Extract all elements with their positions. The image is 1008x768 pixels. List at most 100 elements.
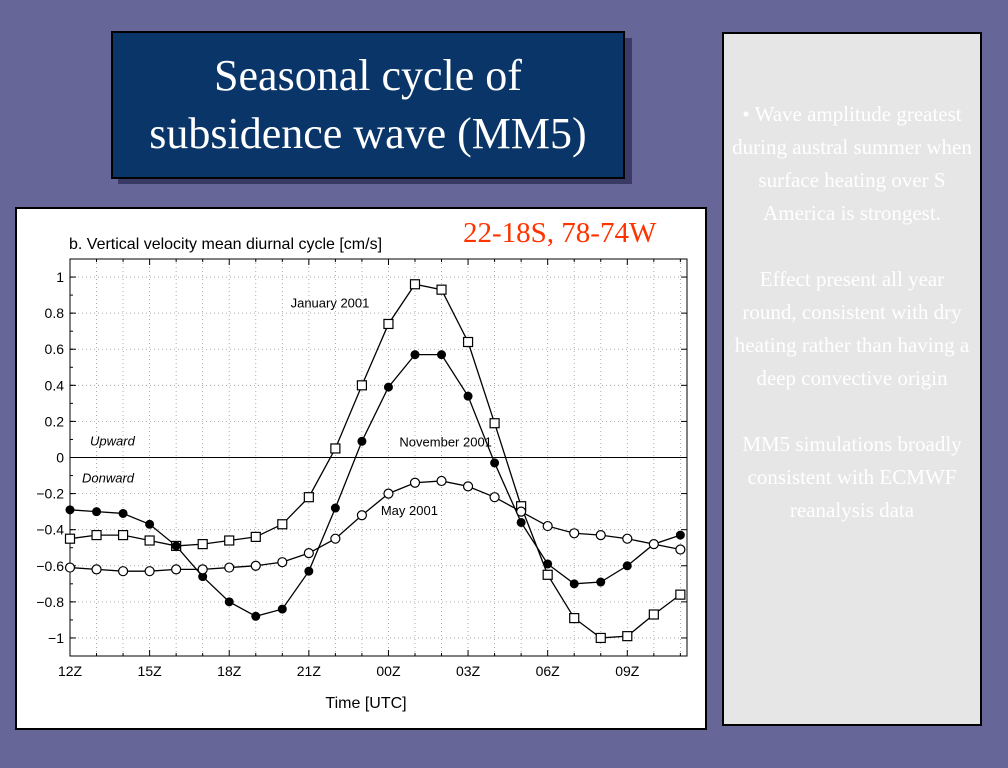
data-point-square — [277, 519, 288, 530]
data-point-square — [224, 535, 235, 546]
data-point-square — [595, 632, 606, 644]
note-bullet-1: • Wave amplitude greatest during austral… — [732, 102, 972, 225]
data-point-square — [542, 569, 553, 580]
region-label: 22-18S, 78-74W — [463, 217, 657, 249]
note-bullet-3: MM5 simulations broadly consistent with … — [742, 432, 962, 522]
data-point-open — [516, 506, 527, 517]
data-point-filled — [251, 611, 261, 621]
data-point-square — [383, 318, 394, 330]
data-point-square — [197, 539, 208, 550]
data-point-open — [64, 562, 76, 573]
y-tick-label: −0.2 — [36, 486, 64, 502]
data-point-filled — [437, 350, 447, 360]
data-point-open — [117, 566, 129, 577]
data-point-open — [356, 510, 368, 521]
notes-panel: • Wave amplitude greatest during austral… — [722, 32, 982, 726]
data-point-square — [462, 336, 474, 348]
x-tick-label: 21Z — [297, 663, 322, 679]
series-label: November 2001 — [399, 434, 492, 449]
data-point-filled — [543, 559, 553, 569]
y-tick-label: −0.8 — [36, 594, 64, 610]
data-point-filled — [516, 517, 526, 527]
data-point-open — [489, 492, 500, 503]
data-point-square — [91, 529, 102, 541]
data-point-filled — [383, 382, 393, 392]
data-point-open — [595, 529, 606, 541]
y-tick-label: 0.4 — [45, 377, 65, 393]
y-tick-label: 0.6 — [45, 341, 65, 357]
data-point-open — [462, 481, 474, 492]
data-point-open — [250, 560, 261, 571]
data-point-open — [383, 488, 394, 499]
data-point-filled — [622, 561, 632, 571]
data-point-open — [542, 520, 553, 532]
chart-svg: b. Vertical velocity mean diurnal cycle … — [36, 236, 688, 712]
data-point-open — [91, 564, 102, 575]
upward-annotation: Upward — [90, 434, 136, 449]
data-point-open — [409, 477, 421, 488]
data-point-filled — [490, 458, 500, 468]
data-point-square — [144, 535, 155, 546]
series-line — [69, 480, 681, 572]
chart-panel: b. Vertical velocity mean diurnal cycle … — [15, 207, 707, 730]
data-point-square — [436, 284, 447, 295]
x-tick-label: 12Z — [58, 663, 83, 679]
data-point-filled — [569, 579, 579, 589]
data-point-filled — [171, 541, 181, 551]
data-point-open — [303, 548, 314, 559]
data-point-open — [224, 562, 235, 573]
series-layer: January 2001 November 2001 May 2001 — [64, 279, 686, 644]
y-tick-label: −1 — [48, 630, 64, 646]
data-point-square — [489, 418, 500, 429]
data-point-filled — [224, 597, 234, 607]
y-tick-label: 0.2 — [45, 413, 65, 429]
data-point-square — [648, 609, 659, 620]
series-label: January 2001 — [291, 295, 370, 310]
data-point-filled — [92, 507, 102, 517]
data-point-open — [330, 533, 341, 544]
data-point-filled — [596, 577, 606, 587]
x-tick-label: 00Z — [376, 663, 401, 679]
data-point-filled — [410, 350, 420, 360]
x-tick-label: 03Z — [456, 663, 481, 679]
data-point-open — [675, 544, 686, 555]
data-point-open — [171, 564, 182, 575]
y-tick-label: −0.4 — [36, 522, 64, 538]
data-point-square — [303, 492, 314, 503]
chart-title: b. Vertical velocity mean diurnal cycle … — [69, 236, 382, 253]
x-axis-label: Time [UTC] — [325, 695, 406, 712]
data-point-square — [117, 529, 129, 541]
title-line-2: subsidence wave (MM5) — [149, 109, 587, 158]
x-tick-label: 15Z — [138, 663, 163, 679]
title-line-1: Seasonal cycle of — [214, 51, 522, 100]
data-point-open — [197, 564, 208, 575]
note-bullet-2: Effect present all year round, consisten… — [734, 267, 970, 390]
data-point-open — [436, 475, 447, 487]
data-point-square — [569, 613, 580, 624]
data-point-square — [250, 531, 261, 542]
series-line — [69, 283, 681, 639]
data-point-open — [277, 557, 288, 568]
series-line — [69, 353, 681, 617]
series-label: May 2001 — [381, 503, 438, 518]
data-point-filled — [304, 566, 314, 576]
data-point-square — [356, 380, 368, 391]
x-tick-label: 09Z — [615, 663, 640, 679]
data-point-open — [622, 533, 633, 544]
data-point-square — [330, 443, 341, 454]
data-point-filled — [675, 530, 685, 540]
y-tick-label: −0.6 — [36, 558, 64, 574]
data-point-filled — [118, 508, 128, 518]
data-point-filled — [357, 436, 367, 446]
y-tick-label: 0 — [56, 450, 64, 466]
y-tick-label: 1 — [56, 269, 64, 285]
data-point-open — [144, 566, 155, 577]
grid — [70, 259, 687, 656]
data-point-square — [622, 631, 633, 642]
slide-title: Seasonal cycle of subsidence wave (MM5) — [111, 31, 625, 179]
data-point-filled — [65, 505, 75, 515]
data-point-filled — [145, 519, 155, 529]
axes: 1 0.8 0.6 0.4 0.2 0 −0.2 −0.4 −0.6 −0.8 −1 12Z 15Z 18… — [36, 259, 687, 679]
x-tick-label: 06Z — [536, 663, 561, 679]
data-point-filled — [330, 503, 340, 513]
